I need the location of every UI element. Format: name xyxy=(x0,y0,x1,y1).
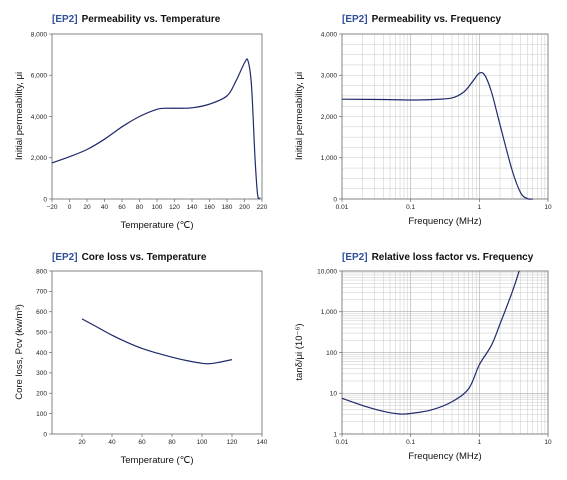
y-tick-label: 100 xyxy=(326,350,337,357)
x-tick-label: 100 xyxy=(197,439,208,446)
y-tick-label: 600 xyxy=(36,309,47,316)
x-tick-label: 100 xyxy=(152,204,163,211)
y-tick-label: 3,000 xyxy=(321,73,338,80)
x-tick-label: 1 xyxy=(478,439,482,446)
x-tick-label: 60 xyxy=(138,439,146,446)
y-tick-label: 0 xyxy=(43,196,47,203)
x-tick-label: 120 xyxy=(227,439,238,446)
x-tick-label: 40 xyxy=(101,204,109,211)
x-tick-label: 120 xyxy=(169,204,180,211)
x-tick-label: 80 xyxy=(136,204,144,211)
x-tick-label: 60 xyxy=(118,204,126,211)
y-tick-label: 0 xyxy=(43,431,47,438)
x-tick-label: 10 xyxy=(544,439,552,446)
x-tick-label: 0.1 xyxy=(406,439,415,446)
chart-title: [EP2] Core loss vs. Temperature xyxy=(52,252,207,263)
x-tick-label: 10 xyxy=(544,204,552,211)
series-line xyxy=(341,71,533,200)
chart-title-text: Permeability vs. Frequency xyxy=(372,14,502,25)
series-line xyxy=(341,270,520,415)
y-tick-label: 1 xyxy=(333,431,337,438)
chart-panel-2: 0.01 0.1 1 10 0 1,000 2,000 3,000 4,000 [EP2] Perm… xyxy=(294,14,552,227)
plot-frame xyxy=(51,33,263,200)
y-tick-label: 4,000 xyxy=(321,31,338,38)
y-axis-label: Initial permeability, μi xyxy=(14,72,25,160)
x-tick-label: 40 xyxy=(108,439,116,446)
series-line xyxy=(81,318,233,365)
chart-title-text: Relative loss factor vs. Frequency xyxy=(372,252,534,263)
x-axis-label: Frequency (MHz) xyxy=(408,216,481,227)
x-tick-label: 0 xyxy=(68,204,72,211)
chart-panel-4: 0.01 0.1 1 10 1 10 100 1,000 10,000 [EP2] Relative… xyxy=(294,252,552,462)
x-tick-label: 160 xyxy=(204,204,215,211)
y-tick-label: 8,000 xyxy=(31,31,48,38)
y-tick-label: 2,000 xyxy=(31,155,48,162)
chart-title-tag: [EP2] xyxy=(342,14,368,25)
y-tick-label: 200 xyxy=(36,391,47,398)
y-tick-label: 400 xyxy=(36,350,47,357)
y-tick-label: 6,000 xyxy=(31,73,48,80)
y-axis-label: Core loss, Pcv (kw/m³) xyxy=(14,304,25,400)
x-tick-label: 220 xyxy=(257,204,268,211)
x-tick-label: 20 xyxy=(78,439,86,446)
x-axis-label: Temperature (℃) xyxy=(121,220,194,231)
x-tick-label: 0.01 xyxy=(336,204,349,211)
y-tick-label: 0 xyxy=(333,196,337,203)
y-tick-label: 300 xyxy=(36,370,47,377)
x-tick-label: 20 xyxy=(83,204,91,211)
chart-title: [EP2] Permeability vs. Temperature xyxy=(52,14,221,25)
x-tick-label: 200 xyxy=(239,204,250,211)
y-tick-label: 10,000 xyxy=(317,268,337,275)
chart-title-tag: [EP2] xyxy=(52,14,78,25)
y-tick-label: 700 xyxy=(36,289,47,296)
chart-panel-3: 20 40 60 80 100 120 140 0 100 200 300 400 500 600 700 8… xyxy=(14,252,268,466)
chart-title-tag: [EP2] xyxy=(52,252,78,263)
y-tick-label: 1,000 xyxy=(321,309,338,316)
y-tick-label: 1,000 xyxy=(321,155,338,162)
x-axis-label: Temperature (℃) xyxy=(121,455,194,466)
y-tick-label: 10 xyxy=(330,391,338,398)
y-tick-label: 100 xyxy=(36,411,47,418)
y-axis-label: tanδ/μi (10⁻⁶) xyxy=(294,323,305,380)
series-line xyxy=(51,58,261,200)
x-tick-label: 0.1 xyxy=(406,204,415,211)
x-tick-label: −20 xyxy=(46,204,57,211)
chart-title-text: Permeability vs. Temperature xyxy=(82,14,221,25)
x-tick-label: 0.01 xyxy=(336,439,349,446)
x-tick-label: 140 xyxy=(187,204,198,211)
chart-title: [EP2] Permeability vs. Frequency xyxy=(342,14,502,25)
y-axis-label: Initial permeability, μi xyxy=(294,72,305,160)
x-tick-label: 180 xyxy=(222,204,233,211)
y-tick-label: 500 xyxy=(36,329,47,336)
chart-panel-1: −20 0 20 40 60 80 100 120 140 160 180 200 22002,0004… xyxy=(14,14,268,231)
x-tick-label: 80 xyxy=(168,439,176,446)
y-tick-label: 800 xyxy=(36,268,47,275)
y-tick-label: 2,000 xyxy=(321,114,338,121)
x-tick-label: 1 xyxy=(478,204,482,211)
y-tick-label: 4,000 xyxy=(31,114,48,121)
chart-title: [EP2] Relative loss factor vs. Frequency xyxy=(342,252,534,263)
chart-title-tag: [EP2] xyxy=(342,252,368,263)
chart-title-text: Core loss vs. Temperature xyxy=(82,252,207,263)
x-tick-label: 140 xyxy=(257,439,268,446)
x-axis-label: Frequency (MHz) xyxy=(408,451,481,462)
